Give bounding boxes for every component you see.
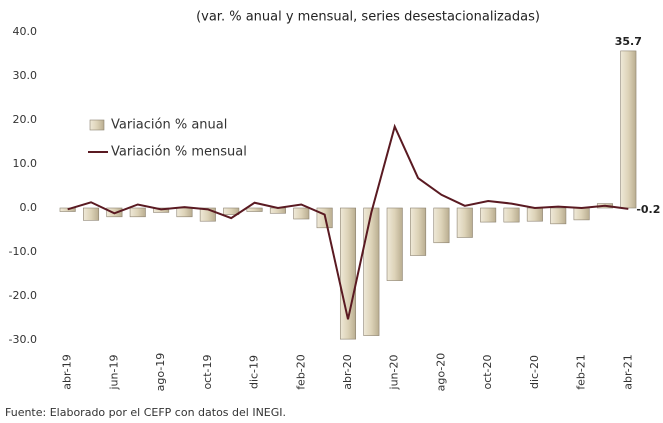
bar xyxy=(503,207,520,223)
bar xyxy=(246,207,263,212)
x-tick-label: abr-21 xyxy=(621,354,634,390)
bar xyxy=(433,207,450,244)
chart-title: (var. % anual y mensual, series desestac… xyxy=(196,10,540,25)
x-tick-label: jun-20 xyxy=(388,355,401,391)
bar xyxy=(83,207,100,221)
data-label: -0.2 xyxy=(636,203,660,216)
x-tick-label: ago-19 xyxy=(154,353,167,392)
x-tick-label: oct-19 xyxy=(201,354,214,389)
data-label: 35.7 xyxy=(615,35,642,48)
bar xyxy=(59,207,76,212)
bar xyxy=(363,207,380,336)
bar xyxy=(573,207,590,221)
bar xyxy=(526,207,543,222)
bar xyxy=(410,207,427,256)
bar xyxy=(620,50,637,209)
legend-label: Variación % mensual xyxy=(111,145,247,160)
source-note: Fuente: Elaborado por el CEFP con datos … xyxy=(5,406,286,419)
y-tick-label: 30.0 xyxy=(13,69,38,82)
legend-swatch xyxy=(89,119,105,131)
x-tick-label: oct-20 xyxy=(481,354,494,389)
y-tick-label: 0.0 xyxy=(20,201,38,214)
x-tick-label: ago-20 xyxy=(434,353,447,392)
bar xyxy=(550,207,567,225)
bar xyxy=(293,207,310,220)
x-tick-label: abr-19 xyxy=(61,354,74,390)
x-tick-label: dic-20 xyxy=(528,355,541,389)
x-tick-label: feb-21 xyxy=(575,354,588,390)
y-tick-label: 10.0 xyxy=(13,157,38,170)
y-tick-label: -10.0 xyxy=(9,245,37,258)
y-tick-label: -20.0 xyxy=(9,289,37,302)
y-tick-label: 40.0 xyxy=(13,25,38,38)
y-tick-label: 20.0 xyxy=(13,113,38,126)
bar xyxy=(176,207,193,218)
x-tick-label: jun-19 xyxy=(107,355,120,391)
x-tick-label: feb-20 xyxy=(294,354,307,390)
bar xyxy=(480,207,497,223)
bar xyxy=(223,207,240,215)
bar xyxy=(129,207,146,218)
bar xyxy=(386,207,403,281)
legend-label: Variación % anual xyxy=(111,118,227,133)
x-tick-label: dic-19 xyxy=(248,355,261,389)
x-tick-label: abr-20 xyxy=(341,354,354,390)
bar xyxy=(456,207,473,238)
line xyxy=(67,123,629,320)
y-tick-label: -30.0 xyxy=(9,333,37,346)
